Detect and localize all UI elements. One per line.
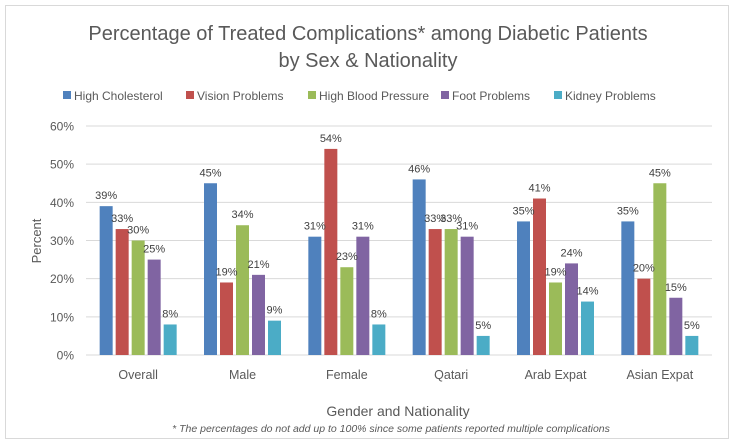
legend-swatch [441, 91, 449, 99]
bar [147, 259, 161, 355]
bar [356, 236, 370, 355]
bar [517, 221, 530, 355]
data-label: 34% [231, 209, 253, 221]
bars [99, 148, 699, 355]
legend-label: Foot Problems [452, 89, 530, 103]
data-label: 54% [320, 133, 342, 145]
bar [444, 229, 458, 355]
value-labels: 39%33%30%25%8%45%19%34%21%9%31%54%23%31%… [95, 133, 700, 332]
data-label: 5% [684, 320, 700, 332]
data-label: 33% [424, 213, 446, 225]
data-label: 31% [304, 221, 326, 233]
gridlines [86, 125, 712, 356]
x-tick-label: Qatari [434, 368, 468, 382]
bar [412, 179, 426, 355]
legend-label: High Blood Pressure [319, 89, 429, 103]
bar [372, 324, 386, 355]
footnote: * The percentages do not add up to 100% … [172, 423, 611, 435]
y-tick-label: 50% [50, 158, 74, 172]
bar [653, 183, 667, 355]
data-label: 5% [475, 320, 491, 332]
bar [621, 221, 635, 355]
bar [324, 148, 338, 355]
data-label: 8% [371, 308, 387, 320]
x-tick-label: Female [326, 368, 368, 382]
y-tick-label: 30% [50, 234, 74, 248]
bar [236, 225, 249, 355]
legend-label: Vision Problems [197, 89, 283, 103]
bar [340, 267, 354, 355]
bar [581, 301, 594, 355]
legend-label: Kidney Problems [565, 89, 656, 103]
bar [428, 229, 442, 355]
x-tick-label: Arab Expat [525, 368, 587, 382]
bar [252, 274, 265, 355]
bar [268, 320, 281, 355]
chart-subtitle: by Sex & Nationality [279, 50, 458, 72]
data-label: 30% [127, 225, 149, 237]
bar [220, 282, 233, 355]
data-label: 33% [111, 213, 133, 225]
bar [685, 335, 699, 355]
data-label: 39% [95, 190, 117, 202]
data-label: 45% [199, 167, 221, 179]
data-label: 14% [576, 286, 598, 298]
data-label: 9% [267, 305, 283, 317]
y-tick-label: 20% [50, 272, 74, 286]
bar [637, 278, 651, 355]
data-label: 41% [528, 183, 550, 195]
chart-frame [5, 5, 729, 439]
y-axis-ticks: 0% 10% 20% 30% 40% 50% 60% [50, 120, 74, 363]
legend-swatch [554, 91, 562, 99]
x-tick-label: Asian Expat [626, 368, 693, 382]
data-label: 33% [440, 213, 462, 225]
data-label: 35% [617, 205, 639, 217]
bar [533, 198, 546, 355]
bar [460, 236, 474, 355]
data-label: 23% [336, 251, 358, 263]
bar [669, 297, 683, 355]
y-tick-label: 60% [50, 120, 74, 134]
legend-swatch [308, 91, 316, 99]
data-label: 31% [352, 221, 374, 233]
bar [476, 335, 490, 355]
x-axis-ticks: Overall Male Female Qatari Arab Expat Asian E… [118, 368, 693, 382]
data-label: 25% [143, 244, 165, 256]
data-label: 31% [456, 221, 478, 233]
data-label: 15% [665, 282, 687, 294]
x-tick-label: Overall [118, 368, 158, 382]
bar [115, 229, 129, 355]
data-label: 46% [408, 163, 430, 175]
data-label: 21% [247, 259, 269, 271]
legend-label: High Cholesterol [74, 89, 163, 103]
data-label: 35% [512, 205, 534, 217]
bar [308, 236, 322, 355]
data-label: 24% [560, 247, 582, 259]
x-tick-label: Male [229, 368, 256, 382]
data-label: 19% [215, 266, 237, 278]
y-axis-label: Percent [29, 218, 44, 263]
y-tick-label: 40% [50, 196, 74, 210]
data-label: 8% [162, 308, 178, 320]
x-axis-label: Gender and Nationality [326, 403, 469, 419]
legend-swatch [186, 91, 194, 99]
y-tick-label: 10% [50, 310, 74, 324]
bar [131, 240, 145, 355]
bar [204, 183, 217, 355]
bar [565, 263, 578, 355]
legend: High Cholesterol Vision Problems High Bloo… [63, 89, 656, 103]
bar [549, 282, 562, 355]
data-label: 20% [633, 263, 655, 275]
data-label: 19% [544, 266, 566, 278]
bar [163, 324, 177, 355]
data-label: 45% [649, 167, 671, 179]
legend-swatch [63, 91, 71, 99]
bar [99, 206, 113, 355]
y-tick-label: 0% [57, 349, 75, 363]
chart-title: Percentage of Treated Complications* amo… [88, 23, 647, 45]
